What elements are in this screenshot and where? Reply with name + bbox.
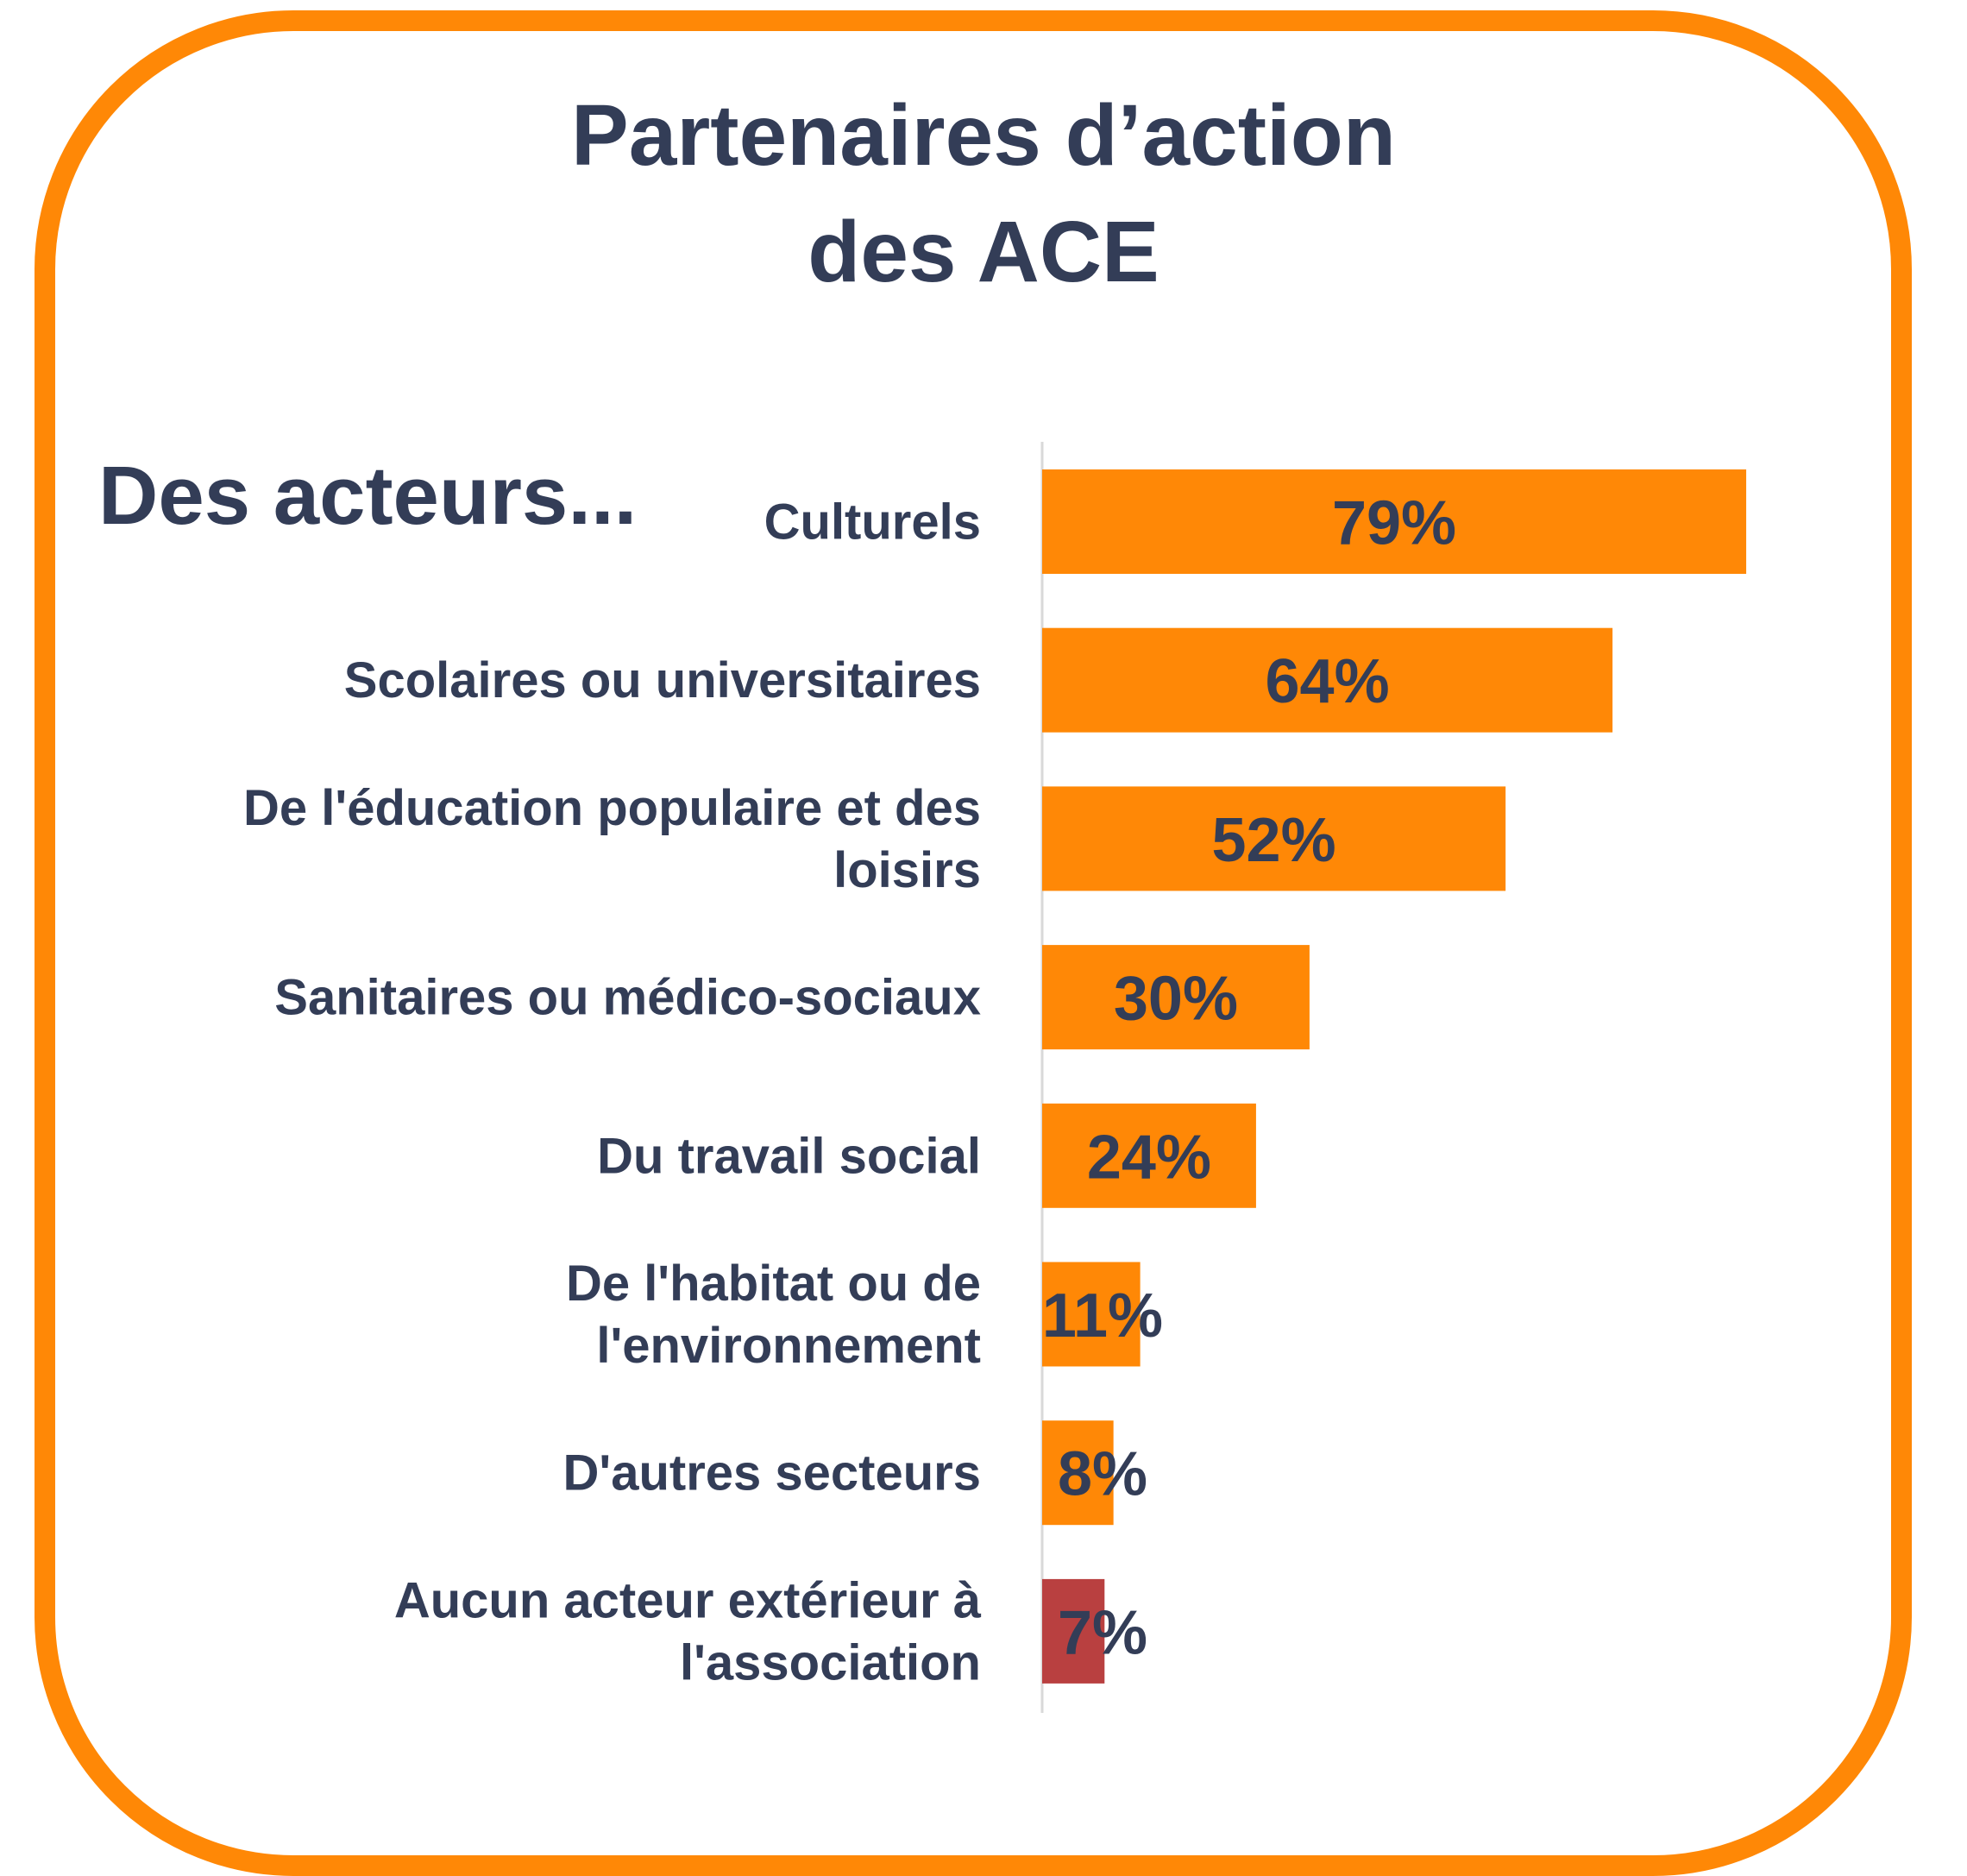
data-label: 11% [1042,1281,1163,1350]
bar [1042,627,1613,733]
title-line-1: Partenaires d’action [571,87,1396,184]
chart-subtitle: Des acteurs... [98,450,638,542]
data-label: 64% [1266,647,1390,716]
bar [1042,1262,1141,1367]
data-label: 52% [1212,806,1336,875]
category-label: loisirs [833,842,981,898]
bar [1042,1578,1105,1684]
data-label: 30% [1114,965,1238,1034]
bar [1042,945,1310,1050]
bar [1042,786,1506,891]
chart-title: Partenaires d’action des ACE [0,78,1967,311]
category-label: Scolaires ou universitaires [344,652,981,708]
data-label: 8% [1058,1440,1147,1509]
bar [1042,469,1747,574]
bar [1042,1420,1114,1526]
category-label: De l'habitat ou de [566,1256,981,1312]
category-label: l'environnement [596,1318,981,1374]
category-label: D'autres secteurs [563,1445,981,1501]
data-label: 24% [1087,1123,1211,1192]
category-label: Aucun acteur extérieur à [394,1572,982,1628]
data-label: 7% [1058,1598,1147,1667]
category-label: Du travail social [597,1128,981,1184]
category-label: l'association [680,1634,981,1690]
data-label: 79% [1332,489,1456,558]
bar [1042,1103,1256,1208]
title-line-2: des ACE [808,204,1159,300]
category-label: Sanitaires ou médico-sociaux [274,970,981,1026]
category-label: Culturels [764,494,981,551]
category-label: De l'éducation populaire et des [243,780,981,836]
